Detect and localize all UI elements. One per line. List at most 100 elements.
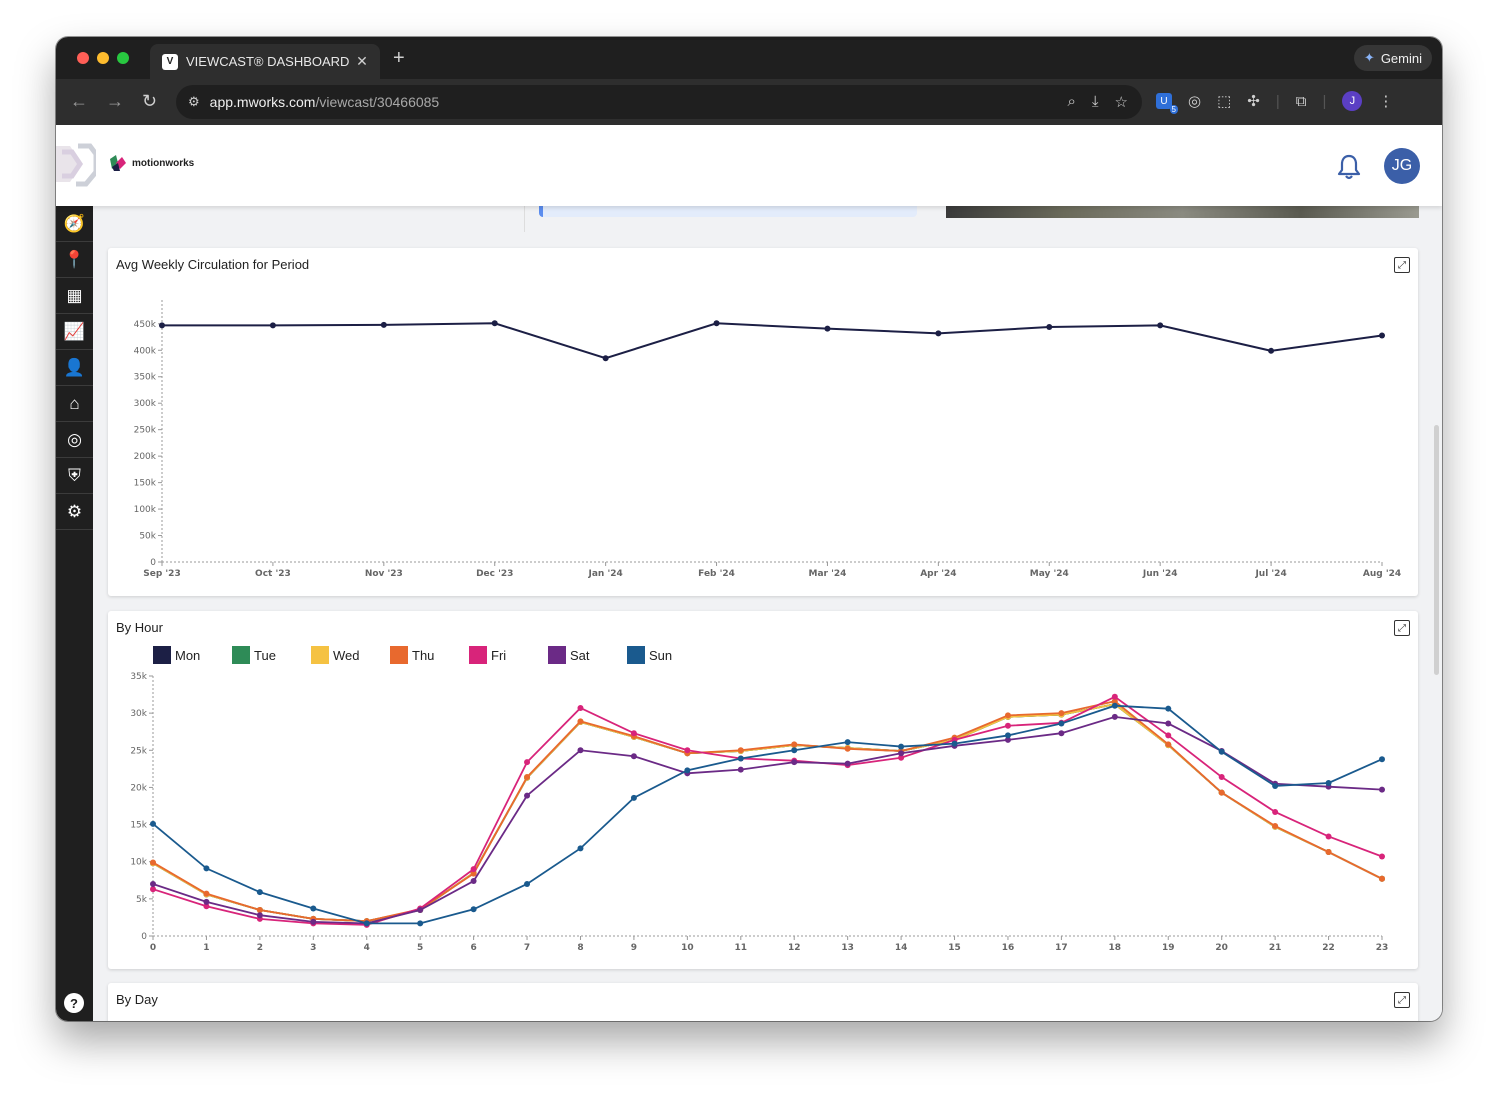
bell-icon[interactable]	[1336, 153, 1362, 181]
info-bar-remnant	[539, 206, 917, 217]
data-point-thu	[1058, 710, 1065, 717]
data-point-sun	[684, 767, 691, 774]
x-tick-label: Mar '24	[809, 569, 847, 579]
x-tick-label: 15	[948, 943, 961, 953]
extensions-puzzle-icon[interactable]: ✣	[1247, 93, 1260, 110]
url-path: /viewcast/30466085	[315, 94, 440, 110]
data-point-sat	[898, 750, 905, 757]
data-point-sat	[630, 753, 637, 760]
sidebar-item-audience[interactable]: 👤	[56, 350, 93, 386]
compass-icon: 🧭	[63, 213, 86, 233]
series-line	[162, 322, 1383, 360]
legend-swatch	[232, 646, 250, 664]
data-point-fri	[1218, 774, 1225, 781]
data-point-fri	[1004, 722, 1011, 729]
x-tick-label: 7	[524, 943, 530, 953]
y-tick-label: 15k	[130, 821, 147, 831]
address-bar[interactable]: ⚙ app.mworks.com/viewcast/30466085 ⌕ ⤓ ☆	[176, 85, 1142, 119]
sidebar-item-locations[interactable]: 📍	[56, 242, 93, 278]
page-scrollbar[interactable]	[1434, 425, 1439, 675]
maximize-window-button[interactable]	[117, 52, 129, 64]
x-tick-label: 4	[364, 943, 370, 953]
sidebar-item-home[interactable]: ⌂	[56, 386, 93, 422]
data-point-thu	[1111, 698, 1118, 705]
minimize-window-button[interactable]	[97, 52, 109, 64]
tab-close-icon[interactable]: ✕	[356, 53, 368, 69]
data-point-sat	[470, 878, 477, 885]
close-window-button[interactable]	[77, 52, 89, 64]
data-point-thu	[1379, 875, 1385, 882]
y-tick-label: 400k	[134, 346, 157, 356]
legend-swatch	[469, 646, 487, 664]
data-point	[269, 322, 276, 329]
data-point-sun	[577, 845, 584, 852]
zoom-icon[interactable]: ⌕	[1067, 93, 1076, 110]
forward-arrow-icon[interactable]: →	[106, 91, 124, 111]
motionworks-mark-icon	[56, 143, 96, 187]
new-tab-button[interactable]: +	[393, 47, 405, 69]
install-app-icon[interactable]: ⤓	[1091, 93, 1099, 110]
sidebar-item-security[interactable]: ⛨	[56, 458, 93, 494]
x-tick-label: 2	[257, 943, 263, 953]
data-point-fri	[1272, 808, 1279, 815]
y-tick-label: 35k	[130, 672, 147, 682]
profile-avatar[interactable]: J	[1342, 91, 1363, 111]
bookmark-star-icon[interactable]: ☆	[1114, 94, 1128, 111]
legend-item-tue[interactable]: Tue	[232, 646, 311, 664]
data-point	[380, 321, 387, 328]
panel-title: Avg Weekly Circulation for Period	[116, 257, 310, 272]
data-point-sun	[363, 920, 370, 927]
legend-item-sun[interactable]: Sun	[627, 646, 706, 664]
y-tick-label: 0	[150, 558, 156, 568]
site-info-icon[interactable]: ⚙	[188, 94, 200, 109]
brand-logo[interactable]: motionworks	[108, 153, 194, 173]
data-point-fri	[1111, 693, 1118, 700]
data-point-sat	[1165, 720, 1172, 727]
x-tick-label: 1	[203, 943, 209, 953]
user-avatar[interactable]: JG	[1384, 148, 1420, 184]
legend-label: Sun	[649, 647, 673, 663]
legend-item-sat[interactable]: Sat	[548, 646, 627, 664]
screenshot-icon[interactable]: ⬚	[1217, 93, 1232, 110]
url-host: app.mworks.com	[209, 94, 316, 110]
legend-swatch	[153, 646, 171, 664]
x-tick-label: 18	[1109, 943, 1122, 953]
data-point-sun	[310, 905, 317, 912]
grammarly-icon[interactable]: ◎	[1188, 93, 1202, 110]
legend-item-fri[interactable]: Fri	[469, 646, 548, 664]
sidebar-item-target[interactable]: ◎	[56, 422, 93, 458]
data-point-thu	[1272, 823, 1279, 830]
data-point	[713, 320, 720, 327]
sidebar-item-trends[interactable]: 📈	[56, 314, 93, 350]
expand-icon[interactable]: ⤢	[1394, 257, 1410, 273]
help-button[interactable]: ?	[64, 993, 84, 1013]
sidebar-item-grid[interactable]: ▦	[56, 278, 93, 314]
data-point-sun	[256, 889, 263, 896]
tab-search-icon[interactable]: ⧉	[1295, 92, 1307, 110]
legend-item-mon[interactable]: Mon	[153, 646, 232, 664]
sidebar-item-user-settings[interactable]: ⚙	[56, 494, 93, 530]
expand-icon[interactable]: ⤢	[1394, 620, 1410, 636]
data-point-sun	[1165, 705, 1172, 712]
sidebar-item-explore[interactable]: 🧭	[56, 206, 93, 242]
data-point-sat	[417, 907, 424, 913]
data-point-fri	[1165, 732, 1172, 739]
x-tick-label: 23	[1376, 943, 1389, 953]
data-point-sat	[256, 912, 263, 919]
browser-tab[interactable]: V VIEWCAST® DASHBOARD :: M ✕	[150, 44, 380, 79]
data-point	[1379, 332, 1385, 339]
back-arrow-icon[interactable]: ←	[70, 91, 88, 111]
legend-item-thu[interactable]: Thu	[390, 646, 469, 664]
x-tick-label: May '24	[1030, 569, 1069, 579]
gemini-button[interactable]: ✦ Gemini	[1353, 45, 1432, 71]
expand-icon[interactable]: ⤢	[1394, 992, 1410, 1008]
by-hour-panel: By Hour ⤢ Mon Tue Wed Thu Fri Sat Sun 0 5k 10k 15…	[108, 611, 1418, 969]
browser-menu-icon[interactable]: ⋮	[1378, 93, 1394, 110]
reload-icon[interactable]: ↻	[142, 91, 158, 111]
data-point-sun	[898, 743, 905, 750]
y-tick-label: 20k	[130, 783, 147, 793]
legend-item-wed[interactable]: Wed	[311, 646, 390, 664]
shield-icon: ⛨	[68, 465, 81, 485]
